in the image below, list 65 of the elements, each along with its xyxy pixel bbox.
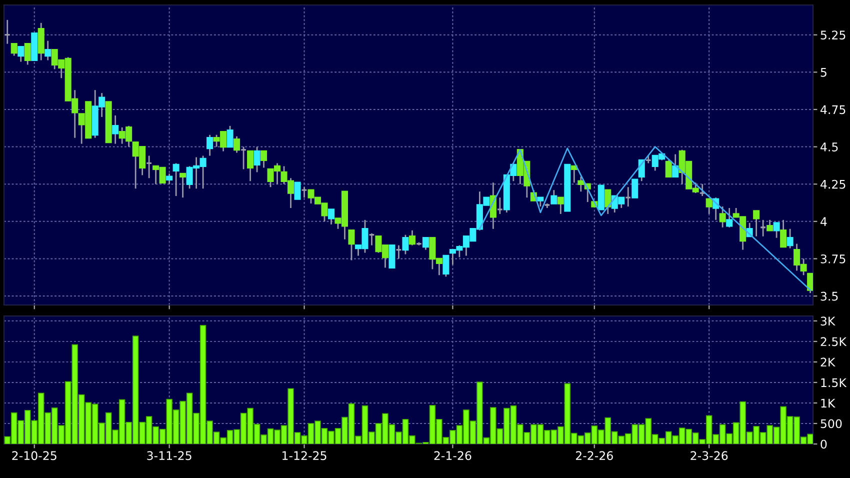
candlestick: [348, 230, 355, 261]
candlestick: [442, 254, 450, 278]
y-tick-label: 4: [820, 217, 827, 226]
y-tick-label: 4.75: [820, 105, 846, 114]
y-tick-label: 4.25: [820, 180, 846, 189]
candlestick: [665, 160, 672, 178]
candlestick: [247, 150, 254, 182]
candlestick: [786, 228, 794, 249]
y-tick-label: 5.25: [820, 30, 846, 40]
candlestick: [294, 182, 301, 200]
candlestick: [328, 208, 335, 226]
x-tick-label: 2-3-26: [690, 451, 728, 460]
candlestick: [180, 172, 186, 198]
candlestick: [206, 134, 214, 156]
candlestick: [719, 206, 726, 228]
candlestick: [773, 222, 780, 239]
y-tick-label: 5: [820, 68, 826, 77]
candlestick: [557, 196, 564, 215]
candlestick: [24, 42, 31, 66]
y-tick-label: 3.5: [820, 292, 838, 301]
y-tick-label: 500: [820, 419, 842, 428]
candlestick: [672, 154, 679, 178]
y-tick-label: 1.5K: [821, 378, 847, 388]
candlestick: [172, 162, 180, 197]
x-tick-label: 2-1-26: [434, 451, 472, 460]
candlestick: [166, 172, 173, 185]
candlestick: [706, 198, 712, 215]
candlestick: [570, 165, 578, 184]
y-tick-label: 2.5K: [820, 337, 847, 346]
y-tick-label: 4.5: [820, 142, 838, 152]
candlestick: [395, 244, 402, 260]
candlestick: [780, 219, 787, 248]
y-tick-label: 1K: [821, 398, 836, 408]
candlestick: [388, 244, 396, 269]
candlestick: [240, 146, 247, 170]
candlestick: [38, 22, 44, 61]
x-tick-label: 2-10-25: [12, 451, 56, 460]
candlestick: [632, 178, 638, 198]
candlestick: [18, 46, 24, 62]
y-tick-label: 3.75: [820, 254, 846, 264]
candlestick: [604, 189, 612, 215]
candlestick: [699, 183, 706, 197]
candlestick: [10, 42, 18, 56]
candlestick: [760, 219, 766, 238]
candlestick: [4, 19, 11, 44]
x-tick-label: 2-2-26: [576, 451, 613, 460]
candlestick: [44, 40, 52, 61]
candlestick: [807, 272, 813, 294]
y-tick-label: 2K: [820, 358, 836, 366]
candlestick: [753, 210, 760, 238]
y-tick-label: 0: [820, 440, 827, 449]
candlestick: [726, 207, 733, 228]
candlestick: [146, 155, 152, 179]
candlestick: [112, 114, 119, 144]
candlestick: [598, 184, 604, 210]
candlestick: [260, 150, 268, 168]
candlestick: [624, 186, 632, 208]
candlestick: [300, 186, 308, 198]
candlestick: [496, 196, 504, 215]
candlestick: [368, 232, 375, 246]
candlestick: [226, 125, 234, 148]
candlestick: [254, 146, 260, 173]
x-tick-label: 3-11-25: [147, 451, 192, 460]
y-tick-label: 3K: [820, 316, 836, 326]
x-tick-label: 1-12-25: [282, 451, 326, 460]
